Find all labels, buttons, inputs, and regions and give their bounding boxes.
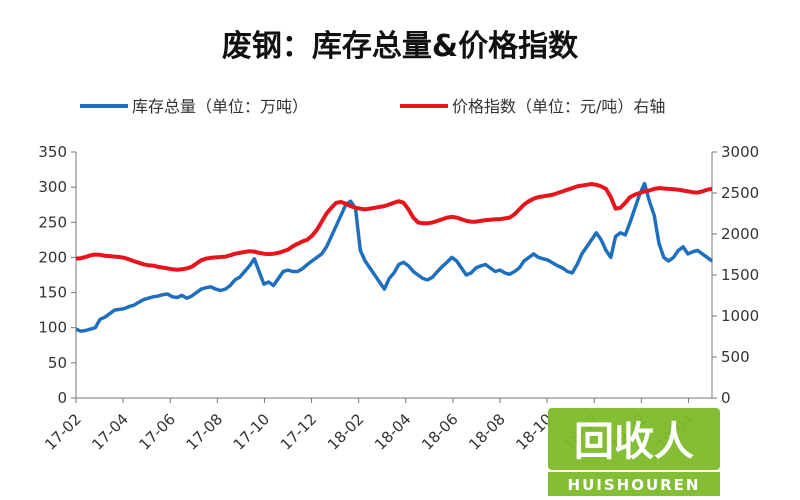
y-left-tick-label: 250 — [38, 213, 67, 231]
x-tick-label: 17-12 — [277, 410, 321, 454]
x-tick-label: 17-02 — [41, 410, 85, 454]
legend-label-price: 价格指数（单位：元/吨）右轴 — [452, 97, 665, 116]
x-tick-label: 17-06 — [135, 410, 179, 454]
x-tick-label: 18-08 — [465, 410, 509, 454]
series-line-inventory — [75, 181, 714, 333]
chart-title: 废钢：库存总量&价格指数 — [222, 29, 579, 64]
y-left-tick-label: 0 — [57, 389, 67, 407]
y-left-tick-label: 100 — [38, 319, 67, 337]
legend: 库存总量（单位：万吨） 价格指数（单位：元/吨）右轴 — [80, 97, 665, 116]
y-right-tick-label: 1500 — [721, 266, 759, 284]
y-right-tick-label: 2000 — [721, 225, 759, 243]
watermark-logo-text: 回收人 — [574, 419, 694, 465]
y-left-tick-label: 350 — [38, 143, 67, 161]
y-left-tick-label: 200 — [38, 248, 67, 266]
watermark-brand-text: HUISHOUREN — [568, 476, 701, 494]
watermark-badge — [548, 408, 720, 470]
y-left-tick-label: 150 — [38, 284, 67, 302]
y-right-tick-label: 1000 — [721, 307, 759, 325]
series-line-price — [75, 182, 713, 272]
y-right-tick-label: 500 — [721, 348, 750, 366]
legend-label-inventory: 库存总量（单位：万吨） — [132, 97, 308, 116]
y-right-tick-label: 2500 — [721, 184, 759, 202]
y-left-tick-label: 300 — [38, 178, 67, 196]
y-right-tick-label: 0 — [721, 389, 731, 407]
x-tick-label: 18-06 — [418, 410, 462, 454]
x-tick-label: 17-10 — [230, 410, 274, 454]
watermark: 回收人 HUISHOUREN — [548, 408, 720, 496]
y-right-tick-label: 3000 — [721, 143, 759, 161]
y-left-tick-label: 50 — [48, 354, 67, 372]
x-tick-label: 18-04 — [371, 410, 415, 454]
x-tick-label: 18-02 — [324, 410, 368, 454]
x-tick-label: 17-04 — [88, 410, 132, 454]
x-tick-label: 17-08 — [183, 410, 227, 454]
watermark-strip — [548, 472, 720, 496]
